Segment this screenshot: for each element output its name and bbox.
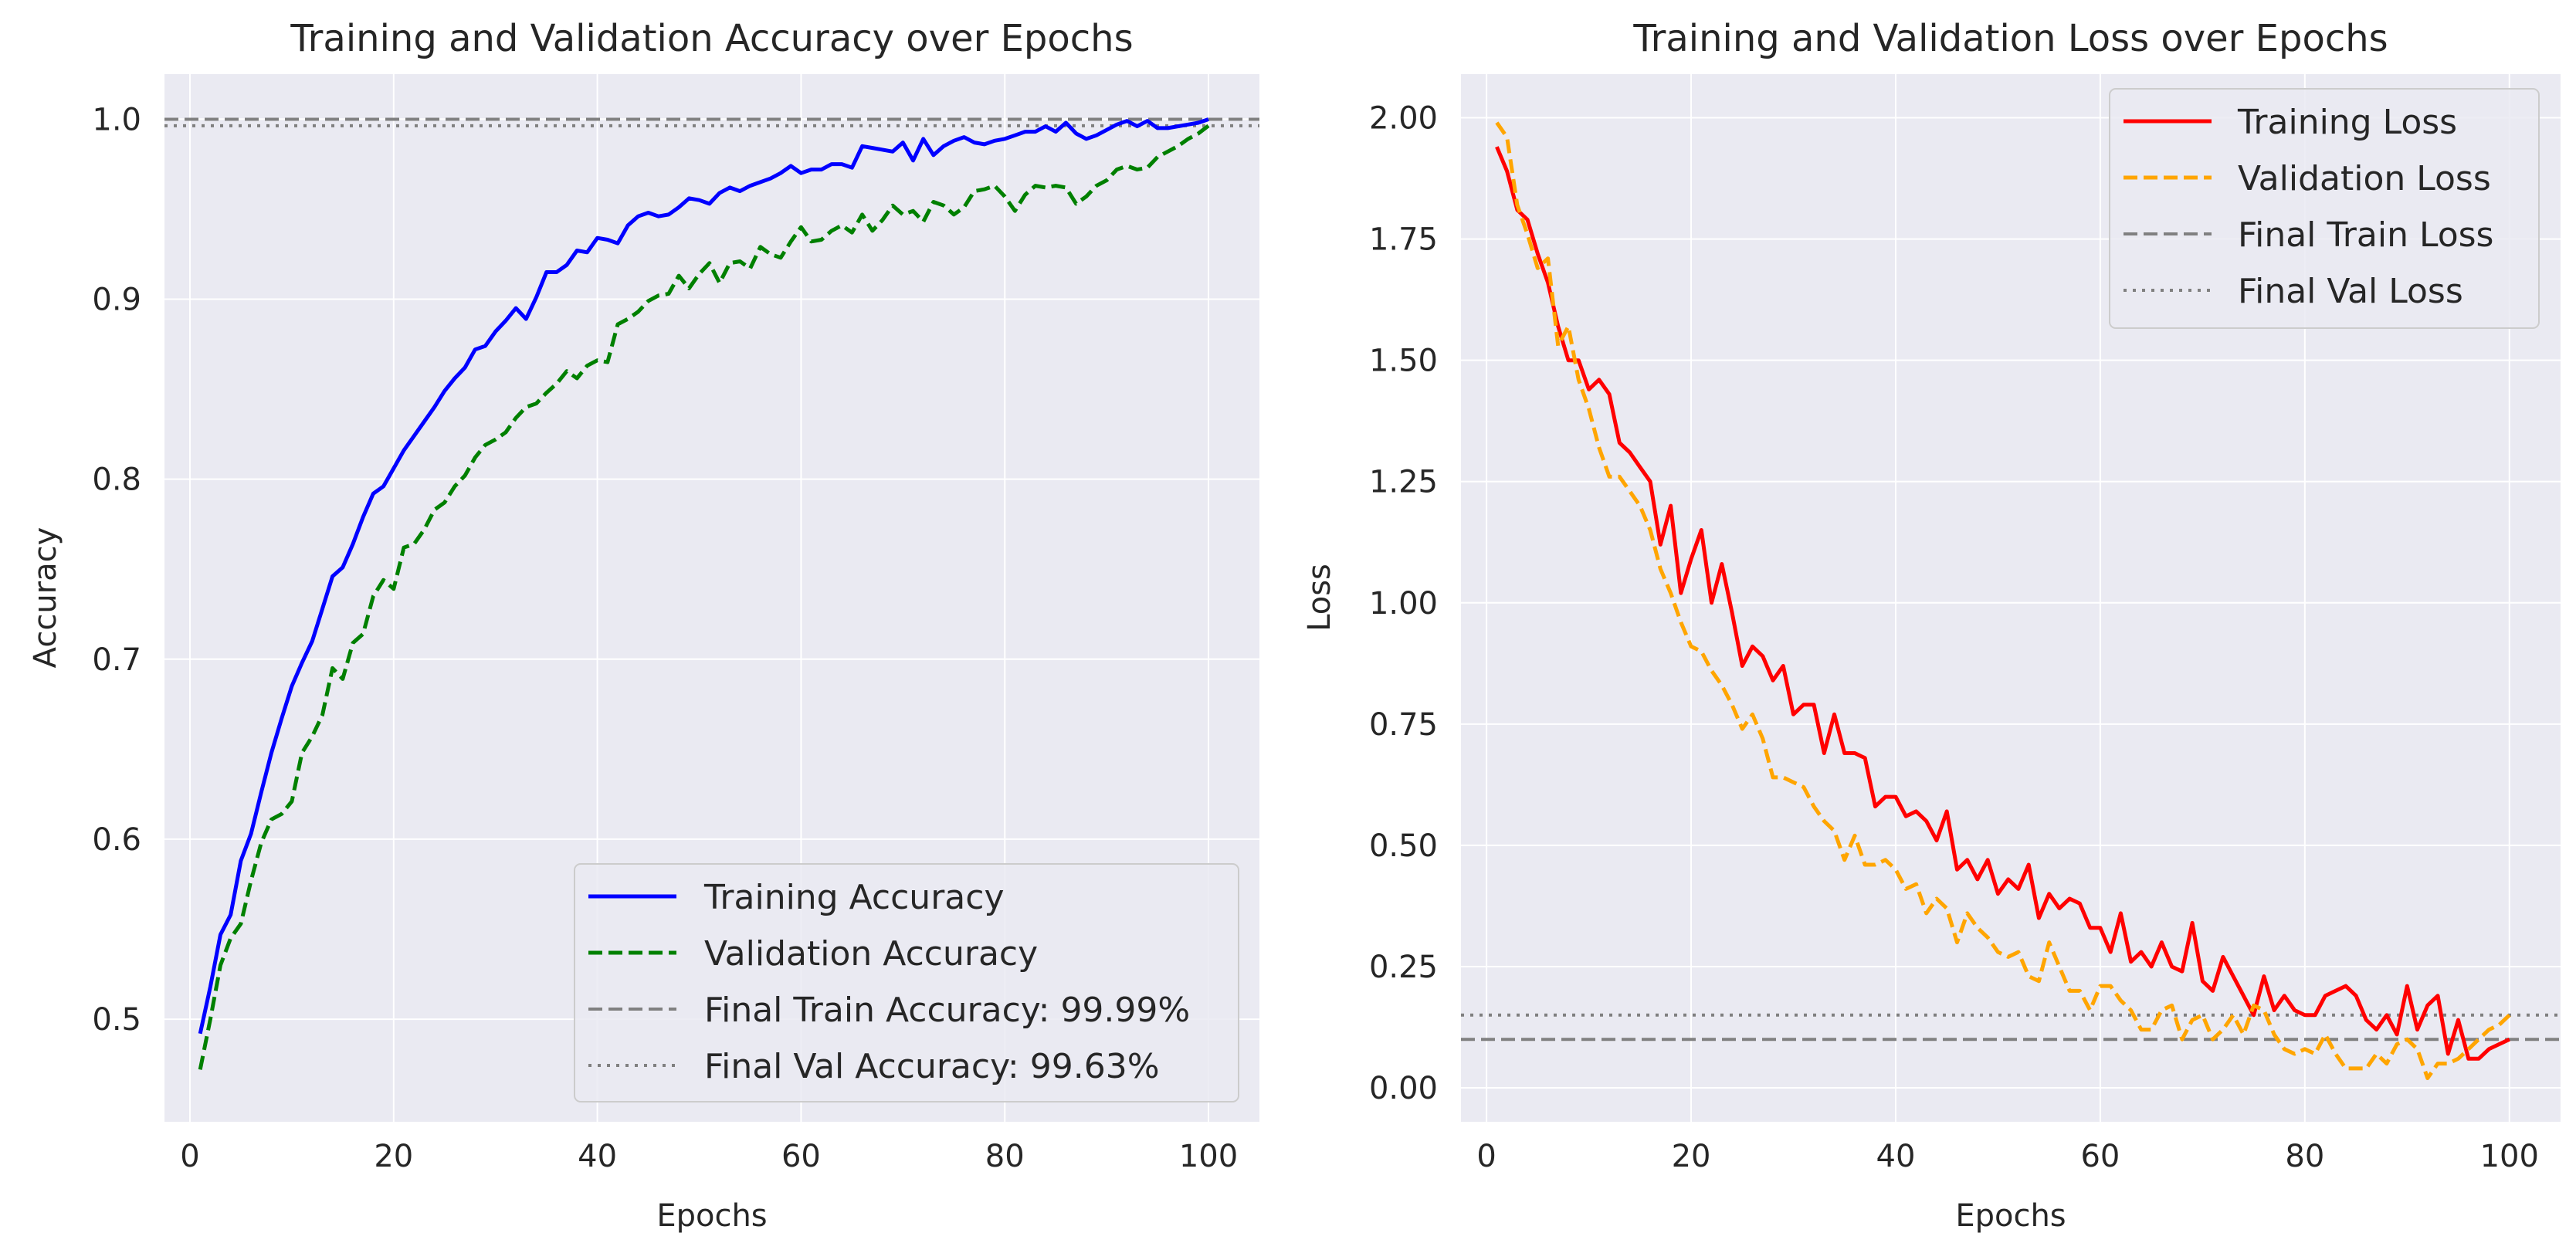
loss-y-tick-label: 0.00 (1369, 1071, 1438, 1106)
accuracy-legend-box (574, 863, 1239, 1102)
loss-series-line (1495, 146, 2510, 1061)
accuracy-y-tick-label: 0.9 (92, 282, 141, 317)
loss-tick-labels: 0 20 40 60 80 100 0.00 0.25 0.50 0.75 1.00 1.25 1.50… (1369, 101, 2539, 1174)
loss-y-tick-label: 0.25 (1369, 950, 1438, 985)
loss-x-tick-label: 20 (1672, 1139, 1711, 1174)
loss-legend-box (2109, 88, 2540, 329)
accuracy-y-tick-label: 0.5 (92, 1002, 141, 1038)
loss-y-tick-label: 1.50 (1369, 344, 1438, 379)
loss-y-tick-label: 0.75 (1369, 707, 1438, 743)
loss-reference-lines (1461, 1013, 2561, 1042)
accuracy-x-axis-label: Epochs (656, 1198, 767, 1234)
accuracy-y-tick-label: 1.0 (92, 102, 141, 137)
loss-series (1495, 121, 2511, 1080)
loss-chart-title: Training and Validation Loss over Epochs (1632, 17, 2388, 60)
loss-x-tick-label: 0 (1476, 1139, 1496, 1174)
loss-series-line (1495, 121, 2511, 1080)
loss-y-axis-label: Loss (1302, 564, 1337, 632)
loss-gridlines (1461, 74, 2561, 1122)
accuracy-x-tick-label: 80 (985, 1139, 1025, 1174)
loss-legend-label: Final Train Loss (2238, 215, 2493, 255)
accuracy-x-tick-label: 40 (578, 1139, 617, 1174)
accuracy-legend: Training Accuracy Validation Accuracy Fina… (574, 863, 1239, 1102)
loss-legend-label: Training Loss (2237, 103, 2457, 142)
loss-chart: 0 20 40 60 80 100 0.00 0.25 0.50 0.75 1.00 1.25 1.50… (1302, 17, 2561, 1234)
accuracy-series (198, 117, 1210, 1070)
loss-x-tick-label: 40 (1876, 1139, 1916, 1174)
loss-y-tick-label: 1.25 (1369, 465, 1438, 500)
loss-y-tick-label: 0.50 (1369, 828, 1438, 864)
accuracy-x-tick-label: 100 (1179, 1139, 1238, 1174)
accuracy-x-tick-label: 60 (781, 1139, 821, 1174)
accuracy-legend-label: Validation Accuracy (704, 934, 1038, 974)
loss-legend-label: Validation Loss (2238, 159, 2491, 198)
loss-legend-label: Final Val Loss (2238, 272, 2463, 311)
accuracy-x-tick-label: 20 (374, 1139, 413, 1174)
loss-x-tick-label: 100 (2480, 1139, 2539, 1174)
accuracy-legend-label: Training Accuracy (703, 878, 1004, 917)
loss-x-axis-label: Epochs (1955, 1198, 2066, 1234)
loss-y-tick-label: 2.00 (1369, 101, 1438, 137)
accuracy-series-line (198, 117, 1209, 1035)
loss-x-tick-label: 80 (2285, 1139, 2324, 1174)
loss-y-tick-label: 1.00 (1369, 586, 1438, 622)
accuracy-x-tick-label: 0 (180, 1139, 199, 1174)
loss-y-tick-label: 1.75 (1369, 222, 1438, 258)
accuracy-series-line (198, 124, 1210, 1070)
accuracy-y-tick-label: 0.7 (92, 642, 141, 678)
accuracy-reference-lines (164, 117, 1259, 127)
loss-x-tick-label: 60 (2080, 1139, 2120, 1174)
accuracy-y-tick-label: 0.6 (92, 822, 141, 858)
accuracy-y-tick-label: 0.8 (92, 462, 141, 498)
accuracy-y-axis-label: Accuracy (28, 527, 63, 669)
accuracy-legend-label: Final Val Accuracy: 99.63% (704, 1047, 1160, 1086)
accuracy-legend-label: Final Train Accuracy: 99.99% (704, 991, 1190, 1030)
loss-legend: Training Loss Validation Loss Final Train … (2109, 88, 2540, 329)
accuracy-chart: 0 20 40 60 80 100 0.5 0.6 0.7 0.8 0.9 1.0 Training … (28, 17, 1259, 1234)
accuracy-tick-labels: 0 20 40 60 80 100 0.5 0.6 0.7 0.8 0.9 1.0 (92, 102, 1238, 1174)
accuracy-chart-title: Training and Validation Accuracy over Ep… (290, 17, 1133, 60)
